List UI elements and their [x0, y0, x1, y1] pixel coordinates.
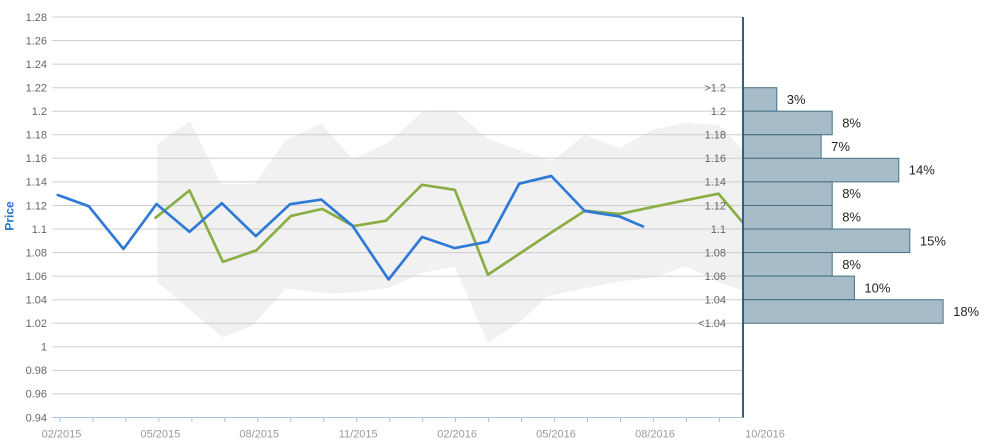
svg-text:0.96: 0.96: [26, 389, 47, 401]
svg-text:10%: 10%: [864, 280, 890, 295]
svg-text:1.22: 1.22: [26, 83, 47, 95]
svg-text:1.06: 1.06: [26, 271, 47, 283]
svg-text:<1.04: <1.04: [698, 318, 726, 330]
svg-text:1.14: 1.14: [705, 177, 726, 189]
svg-text:1.14: 1.14: [26, 177, 47, 189]
svg-text:1.04: 1.04: [705, 295, 726, 307]
svg-text:>1.2: >1.2: [704, 83, 726, 95]
svg-text:1.08: 1.08: [26, 247, 47, 259]
svg-text:11/2015: 11/2015: [339, 429, 378, 441]
svg-text:08/2016: 08/2016: [635, 429, 675, 441]
svg-text:14%: 14%: [909, 163, 935, 178]
svg-text:08/2015: 08/2015: [239, 429, 279, 441]
svg-text:1.02: 1.02: [26, 318, 47, 330]
svg-text:8%: 8%: [842, 210, 861, 225]
svg-text:18%: 18%: [953, 304, 979, 319]
svg-text:1.18: 1.18: [705, 130, 726, 142]
svg-text:1.2: 1.2: [711, 106, 726, 118]
svg-text:05/2015: 05/2015: [141, 429, 181, 441]
svg-text:0.94: 0.94: [26, 412, 47, 424]
svg-text:1.28: 1.28: [26, 12, 47, 24]
svg-text:1.1: 1.1: [32, 224, 47, 236]
svg-text:1.18: 1.18: [26, 130, 47, 142]
svg-text:1: 1: [41, 342, 47, 354]
svg-text:1.16: 1.16: [705, 153, 726, 165]
svg-text:10/2016: 10/2016: [745, 429, 785, 441]
svg-text:3%: 3%: [787, 92, 806, 107]
svg-text:8%: 8%: [842, 116, 861, 131]
svg-text:1.04: 1.04: [26, 295, 47, 307]
svg-text:1.12: 1.12: [705, 200, 726, 212]
svg-text:05/2016: 05/2016: [536, 429, 576, 441]
svg-text:1.1: 1.1: [711, 224, 726, 236]
svg-text:1.08: 1.08: [705, 247, 726, 259]
svg-text:7%: 7%: [831, 139, 850, 154]
svg-text:1.2: 1.2: [32, 106, 47, 118]
svg-text:0.98: 0.98: [26, 365, 47, 377]
svg-text:02/2016: 02/2016: [437, 429, 477, 441]
svg-text:1.26: 1.26: [26, 35, 47, 47]
svg-text:8%: 8%: [842, 186, 861, 201]
svg-text:02/2015: 02/2015: [42, 429, 82, 441]
svg-text:8%: 8%: [842, 257, 861, 272]
svg-text:1.16: 1.16: [26, 153, 47, 165]
svg-text:1.12: 1.12: [26, 200, 47, 212]
svg-text:Price: Price: [3, 201, 17, 231]
svg-text:1.06: 1.06: [705, 271, 726, 283]
svg-text:1.24: 1.24: [26, 59, 47, 71]
svg-text:15%: 15%: [920, 233, 946, 248]
